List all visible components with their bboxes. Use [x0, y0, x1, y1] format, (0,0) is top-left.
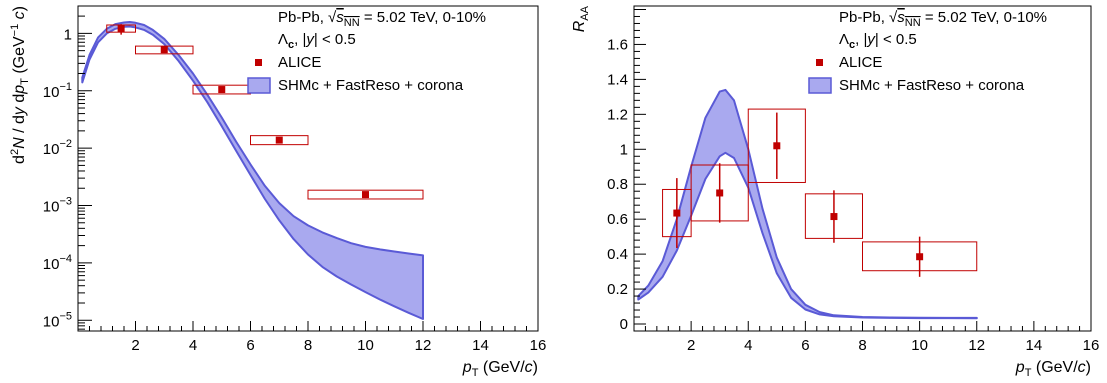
x-axis-title: pT (GeV/c) — [1015, 359, 1091, 379]
x-tick-label-3: 8 — [304, 337, 312, 354]
data-point-2 — [218, 86, 226, 94]
x-axis-title: pT (GeV/c) — [462, 359, 538, 379]
legend-entry-model: SHMc + FastReso + corona — [839, 77, 1025, 94]
data-point-3 — [830, 213, 838, 221]
y-tick-label-1: 0.2 — [607, 281, 628, 298]
sys-box-2 — [747, 108, 806, 183]
legend-marker-model — [808, 77, 832, 94]
axes — [77, 5, 539, 331]
x-tick-label-0: 2 — [131, 337, 139, 354]
x-tick-label-1: 4 — [744, 337, 752, 354]
legend: Pb-Pb, √sNN = 5.02 TeV, 0-10% Λc, |y| < … — [808, 9, 1047, 94]
data-point-3 — [275, 136, 283, 144]
tick-labels: 2 4 6 8 10 12 14 16 1 10−1 10−2 10−3 10−4 10−5 — [43, 26, 547, 354]
data-point-1 — [160, 46, 168, 54]
y-axis-title: RAA — [571, 5, 591, 32]
legend-marker-model — [247, 77, 271, 94]
tick-labels: 2 4 6 8 10 12 14 16 0 0.2 0.4 0.6 0.8 1 1.2 1.4 1.6 — [607, 36, 1099, 354]
data-point-0 — [117, 25, 125, 33]
legend-line2: Λc, |y| < 0.5 — [839, 31, 917, 51]
data-point-0 — [673, 209, 681, 217]
left-spectrum-chart: 2 4 6 8 10 12 14 16 1 10−1 10−2 10−3 10−4 10−5 Pb-Pb,… — [9, 5, 547, 379]
y-tick-label-3: 10−3 — [43, 196, 72, 216]
legend-line1: Pb-Pb, √sNN = 5.02 TeV, 0-10% — [278, 9, 486, 29]
model-band — [637, 88, 978, 320]
legend-entry-model: SHMc + FastReso + corona — [278, 77, 464, 94]
y-tick-label-5: 10−5 — [43, 310, 72, 330]
x-tick-label-4: 10 — [911, 337, 928, 354]
y-tick-label-6: 1.2 — [607, 106, 628, 123]
x-tick-label-7: 16 — [530, 337, 547, 354]
data-point-4 — [362, 191, 369, 199]
sys-box-3 — [250, 135, 309, 146]
systematic-boxes — [106, 24, 424, 200]
y-tick-label-1: 10−1 — [43, 81, 72, 101]
y-tick-label-4: 0.8 — [607, 176, 628, 193]
data-points — [117, 24, 369, 199]
x-tick-label-2: 6 — [801, 337, 809, 354]
right-raa-chart: 2 4 6 8 10 12 14 16 0 0.2 0.4 0.6 0.8 1 1.2 1.4 1.6 Pb-P… — [571, 5, 1099, 379]
x-tick-label-6: 14 — [1026, 337, 1043, 354]
y-tick-label-0: 0 — [620, 316, 628, 333]
x-tick-label-6: 14 — [472, 337, 489, 354]
y-tick-label-2: 0.4 — [607, 246, 628, 263]
model-band-area — [637, 88, 978, 320]
legend-line2: Λc, |y| < 0.5 — [278, 31, 356, 51]
legend-marker-alice — [816, 59, 823, 66]
x-tick-label-7: 16 — [1083, 337, 1100, 354]
x-tick-label-5: 12 — [415, 337, 432, 354]
y-tick-label-5: 1 — [620, 141, 628, 158]
x-tick-label-2: 6 — [246, 337, 254, 354]
axes — [633, 8, 1092, 332]
x-tick-label-0: 2 — [687, 337, 695, 354]
y-tick-label-3: 0.6 — [607, 211, 628, 228]
x-tick-label-4: 10 — [357, 337, 374, 354]
sys-box-4 — [307, 189, 424, 200]
y-axis-title: d2N / dy dpT (GeV−1 c) — [9, 6, 31, 164]
y-tick-label-4: 10−4 — [43, 253, 72, 273]
data-point-4 — [916, 253, 924, 261]
model-band-area — [81, 21, 424, 320]
x-tick-label-5: 12 — [968, 337, 985, 354]
x-tick-label-3: 8 — [858, 337, 866, 354]
y-tick-label-2: 10−2 — [43, 138, 72, 158]
legend-line1: Pb-Pb, √sNN = 5.02 TeV, 0-10% — [839, 9, 1047, 29]
y-tick-label-7: 1.4 — [607, 71, 628, 88]
y-tick-label-0: 1 — [64, 26, 72, 43]
sys-box-1 — [135, 45, 194, 55]
legend-entry-alice: ALICE — [839, 54, 882, 71]
data-points — [673, 112, 924, 277]
data-point-2 — [773, 142, 781, 150]
data-point-1 — [716, 189, 724, 197]
legend-entry-alice: ALICE — [278, 54, 321, 71]
y-tick-label-8: 1.6 — [607, 36, 628, 53]
model-band — [81, 21, 424, 320]
legend: Pb-Pb, √sNN = 5.02 TeV, 0-10% Λc, |y| < … — [247, 9, 486, 94]
x-tick-label-1: 4 — [189, 337, 197, 354]
legend-marker-alice — [255, 59, 262, 66]
